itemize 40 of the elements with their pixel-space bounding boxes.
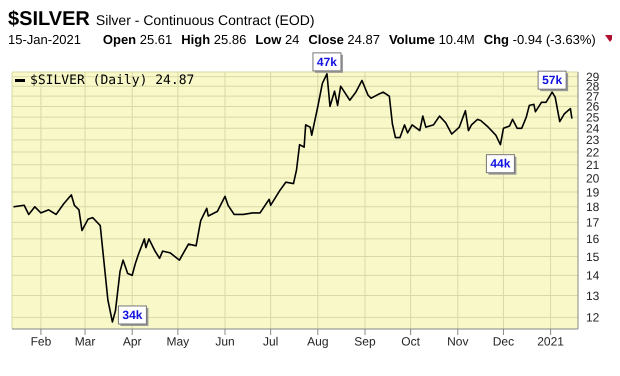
chart-subtitle: Silver - Continuous Contract (EOD) <box>96 12 315 28</box>
chart-title: $SILVER <box>8 8 90 31</box>
annotation: 44k <box>490 156 511 171</box>
text: Volume 10.4M <box>388 32 475 46</box>
y-tick-label: 23 <box>586 133 600 148</box>
y-tick-label: 15 <box>586 250 600 264</box>
y-tick-label: 17 <box>586 216 600 230</box>
annotation: 57k <box>542 73 562 88</box>
x-tick-label: Feb <box>30 334 52 349</box>
line-series <box>12 73 573 323</box>
y-tick-label: 21 <box>586 158 600 172</box>
y-tick-label: 19 <box>586 185 600 200</box>
text: High 25.86 <box>181 32 246 46</box>
y-tick-label: 22 <box>586 145 600 160</box>
y-tick-label: 14 <box>586 268 600 283</box>
x-tick-label: Mar <box>74 334 96 349</box>
y-tick-label: 12 <box>586 310 600 325</box>
y-tick-label: 13 <box>586 288 600 303</box>
text: 15-Jan-2021 <box>8 32 82 46</box>
text: Low 24 <box>255 32 300 46</box>
x-tick-label: Apr <box>122 334 142 349</box>
x-tick-label: Nov <box>447 334 468 349</box>
text: Chg -0.94 (-3.63%) <box>484 32 596 46</box>
x-tick-label: May <box>166 334 190 349</box>
text: Close 24.87 <box>308 32 380 46</box>
x-tick-label: 2021 <box>537 334 564 349</box>
y-tick-label: 20 <box>586 171 600 186</box>
y-tick-label: 16 <box>586 232 600 246</box>
annotation: 34k <box>122 308 143 322</box>
x-tick-label: Jul <box>262 334 278 349</box>
x-tick-label: Oct <box>401 334 421 349</box>
x-tick-label: Sep <box>354 334 376 349</box>
x-tick-label: Jun <box>215 334 235 349</box>
text: Open 25.61 <box>102 32 172 46</box>
x-tick-label: Aug <box>307 334 328 349</box>
y-tick-label: 18 <box>586 200 600 214</box>
x-tick-label: Dec <box>492 334 514 349</box>
annotation: 47k <box>316 54 338 69</box>
y-tick-label: 24 <box>586 122 600 136</box>
legend-label: $SILVER (Daily) 24.87 <box>30 73 194 88</box>
